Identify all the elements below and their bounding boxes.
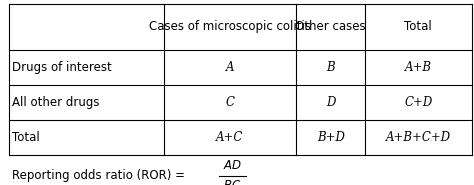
Text: D: D [326,96,335,109]
Text: B+D: B+D [317,131,345,144]
Text: C: C [226,96,234,109]
Text: Drugs of interest: Drugs of interest [12,61,111,74]
Text: Other cases: Other cases [295,20,366,33]
Text: Total: Total [404,20,432,33]
Text: A+C: A+C [216,131,244,144]
Text: Cases of microscopic colitis: Cases of microscopic colitis [149,20,311,33]
Text: $\mathit{AD}$: $\mathit{AD}$ [223,159,242,172]
Text: A+B: A+B [405,61,432,74]
Text: Total: Total [12,131,40,144]
Text: All other drugs: All other drugs [12,96,100,109]
Text: C+D: C+D [404,96,432,109]
Text: Reporting odds ratio (ROR) =: Reporting odds ratio (ROR) = [12,169,189,182]
Text: A+B+C+D: A+B+C+D [386,131,451,144]
Text: B: B [326,61,335,74]
Text: $\mathit{BC}$: $\mathit{BC}$ [223,179,241,185]
Text: A: A [226,61,234,74]
